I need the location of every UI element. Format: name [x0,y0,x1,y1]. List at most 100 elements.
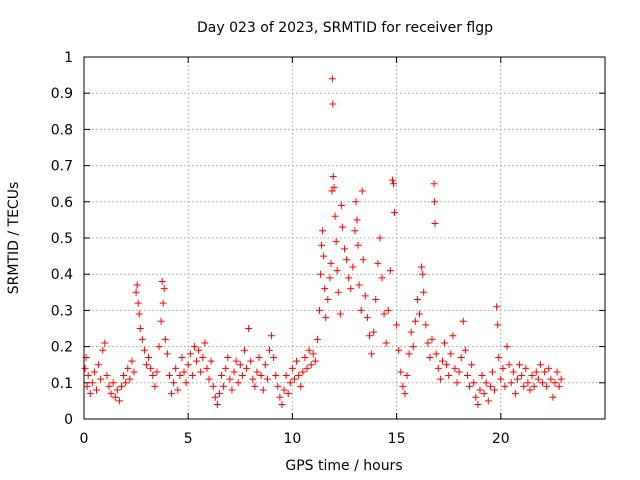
data-point [368,350,376,358]
data-point [232,357,240,365]
data-point [84,372,92,380]
data-point [286,379,294,387]
data-point [93,386,101,394]
data-point [518,372,526,380]
data-point [199,353,207,361]
data-point [280,386,288,394]
data-point [145,353,153,361]
y-tick-label: 0.9 [51,86,73,102]
data-point [482,379,490,387]
data-point [376,234,384,242]
data-point [538,379,546,387]
data-point [182,379,190,387]
data-point [160,285,168,293]
data-point [255,353,263,361]
data-point [424,339,432,347]
data-point [130,368,138,376]
data-point [184,361,192,369]
data-point [389,180,397,188]
data-point [157,317,165,325]
data-point [226,375,234,383]
data-point [261,361,269,369]
data-point [274,382,282,390]
data-point [213,401,221,409]
data-point [163,350,171,358]
data-point [318,241,326,249]
data-point [486,382,494,390]
data-point [355,281,363,289]
data-point [224,353,232,361]
data-point [468,361,476,369]
data-point [222,364,230,372]
data-point [174,386,182,394]
data-point [434,364,442,372]
data-point [501,382,509,390]
data-point [476,386,484,394]
x-tick-label: 10 [283,431,301,447]
data-point [359,256,367,264]
data-point [463,372,471,380]
data-point [86,390,94,398]
data-point [120,372,128,380]
data-point [311,357,319,365]
data-point [149,372,157,380]
data-point [288,364,296,372]
data-point [265,346,273,354]
data-point [320,252,328,260]
y-tick-label: 0.3 [51,303,73,319]
plot-frame [83,56,606,420]
data-point [209,382,217,390]
data-point [413,296,421,304]
data-point [488,368,496,376]
y-tick-label: 0.6 [51,195,73,211]
data-point [526,386,534,394]
data-point [436,375,444,383]
data-point [257,372,265,380]
data-point [172,364,180,372]
chart-title: Day 023 of 2023, SRMTID for receiver flg… [197,20,493,36]
data-point [553,368,561,376]
data-point [268,332,276,340]
data-point [155,343,163,351]
data-point [136,325,144,332]
data-point [341,245,348,253]
data-point [520,382,528,390]
data-point [401,390,409,398]
data-point [522,364,530,372]
data-point [352,198,360,206]
data-point [297,382,305,390]
data-point [447,350,455,358]
data-point [140,346,148,354]
data-point [276,393,284,401]
data-point [293,357,301,365]
tick-label-layer: 00.10.20.30.40.50.60.70.80.910 5 10 15 20 [51,50,510,447]
data-point [299,368,307,376]
data-point [416,310,424,318]
y-tick-label: 0.4 [51,267,73,283]
data-point [395,346,403,354]
y-axis-label: SRMTID / TECUs [6,182,22,295]
data-point [230,368,238,376]
data-point [220,382,228,390]
data-point [407,328,415,336]
data-point [307,361,315,369]
data-point [284,390,292,398]
data-point [332,238,340,246]
data-point [205,375,213,383]
data-point [347,285,355,293]
data-point [420,288,428,296]
data-point [207,357,215,365]
data-point [234,379,242,387]
data-point [422,321,430,329]
data-point [295,372,303,380]
data-point [530,382,538,390]
data-point [105,382,113,390]
data-point [361,292,369,300]
data-point [128,357,136,365]
data-point [459,317,467,325]
data-point [147,364,155,372]
data-point [313,335,321,343]
data-point [97,375,105,383]
data-point [303,364,311,372]
data-point [153,368,161,376]
